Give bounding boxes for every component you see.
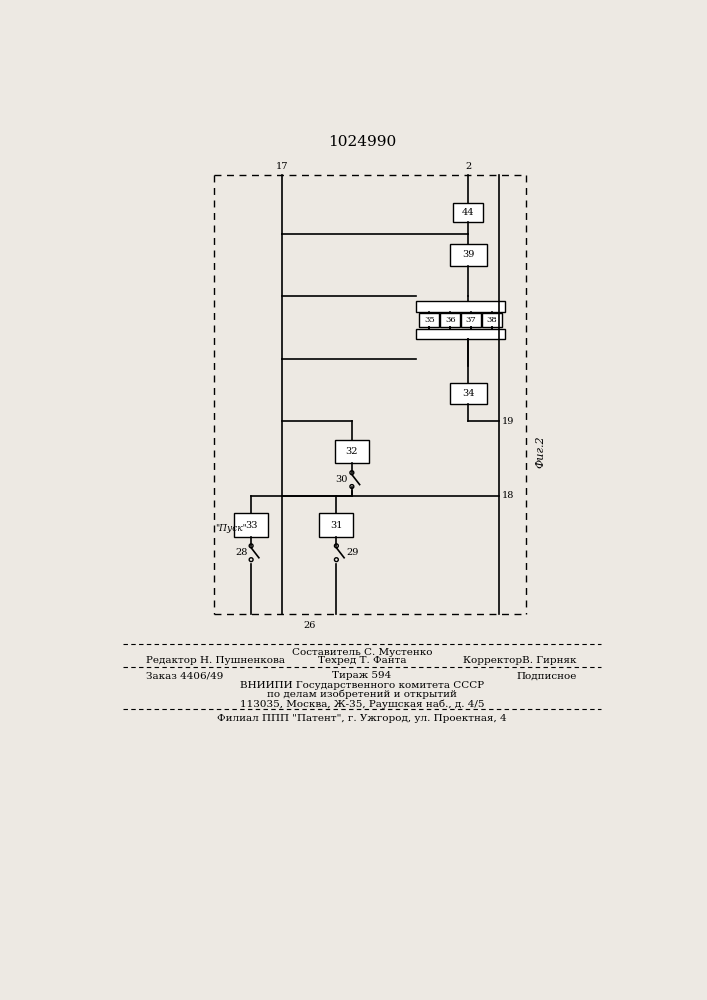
- Text: 34: 34: [462, 389, 474, 398]
- Text: Составитель С. Мустенко: Составитель С. Мустенко: [292, 648, 432, 657]
- Text: Техред Т. Фанта: Техред Т. Фанта: [317, 656, 407, 665]
- Bar: [419, 313, 440, 327]
- Bar: [453, 203, 483, 222]
- Text: ВНИИПИ Государственного комитета СССР: ВНИИПИ Государственного комитета СССР: [240, 681, 484, 690]
- Text: 36: 36: [445, 316, 455, 324]
- Text: 18: 18: [501, 491, 514, 500]
- Text: 31: 31: [330, 521, 343, 530]
- Text: 30: 30: [336, 475, 348, 484]
- Text: 28: 28: [235, 548, 247, 557]
- Bar: [335, 440, 369, 463]
- Bar: [461, 313, 481, 327]
- Text: Заказ 4406/49: Заказ 4406/49: [146, 671, 224, 680]
- Text: по делам изобретений и открытий: по делам изобретений и открытий: [267, 690, 457, 699]
- Bar: [234, 513, 268, 537]
- Bar: [320, 513, 354, 537]
- Text: Филиал ППП "Патент", г. Ужгород, ул. Проектная, 4: Филиал ППП "Патент", г. Ужгород, ул. Про…: [217, 714, 507, 723]
- Text: 29: 29: [346, 548, 359, 557]
- Text: 33: 33: [245, 521, 257, 530]
- Bar: [450, 383, 486, 404]
- Text: 32: 32: [346, 447, 358, 456]
- Bar: [416, 329, 506, 339]
- Bar: [440, 313, 460, 327]
- Text: 35: 35: [424, 316, 435, 324]
- Bar: [416, 301, 506, 312]
- Text: 39: 39: [462, 250, 474, 259]
- Text: 37: 37: [466, 316, 477, 324]
- Bar: [450, 244, 486, 266]
- Text: Подписное: Подписное: [516, 671, 577, 680]
- Text: Редактор Н. Пушненкова: Редактор Н. Пушненкова: [146, 656, 286, 665]
- Text: КорректорВ. Гирняк: КорректорВ. Гирняк: [463, 656, 577, 665]
- Text: "Пуск": "Пуск": [216, 524, 247, 533]
- Text: 26: 26: [303, 620, 315, 630]
- Text: Фиг.2: Фиг.2: [535, 436, 545, 468]
- Text: 17: 17: [276, 162, 288, 171]
- Bar: [482, 313, 502, 327]
- Text: 113035, Москва, Ж-35, Раушская наб., д. 4/5: 113035, Москва, Ж-35, Раушская наб., д. …: [240, 699, 484, 709]
- Text: 1024990: 1024990: [328, 135, 396, 149]
- Text: 44: 44: [462, 208, 474, 217]
- Text: 38: 38: [487, 316, 498, 324]
- Text: 2: 2: [465, 162, 472, 171]
- Text: Тираж 594: Тираж 594: [332, 671, 392, 680]
- Text: 19: 19: [501, 417, 514, 426]
